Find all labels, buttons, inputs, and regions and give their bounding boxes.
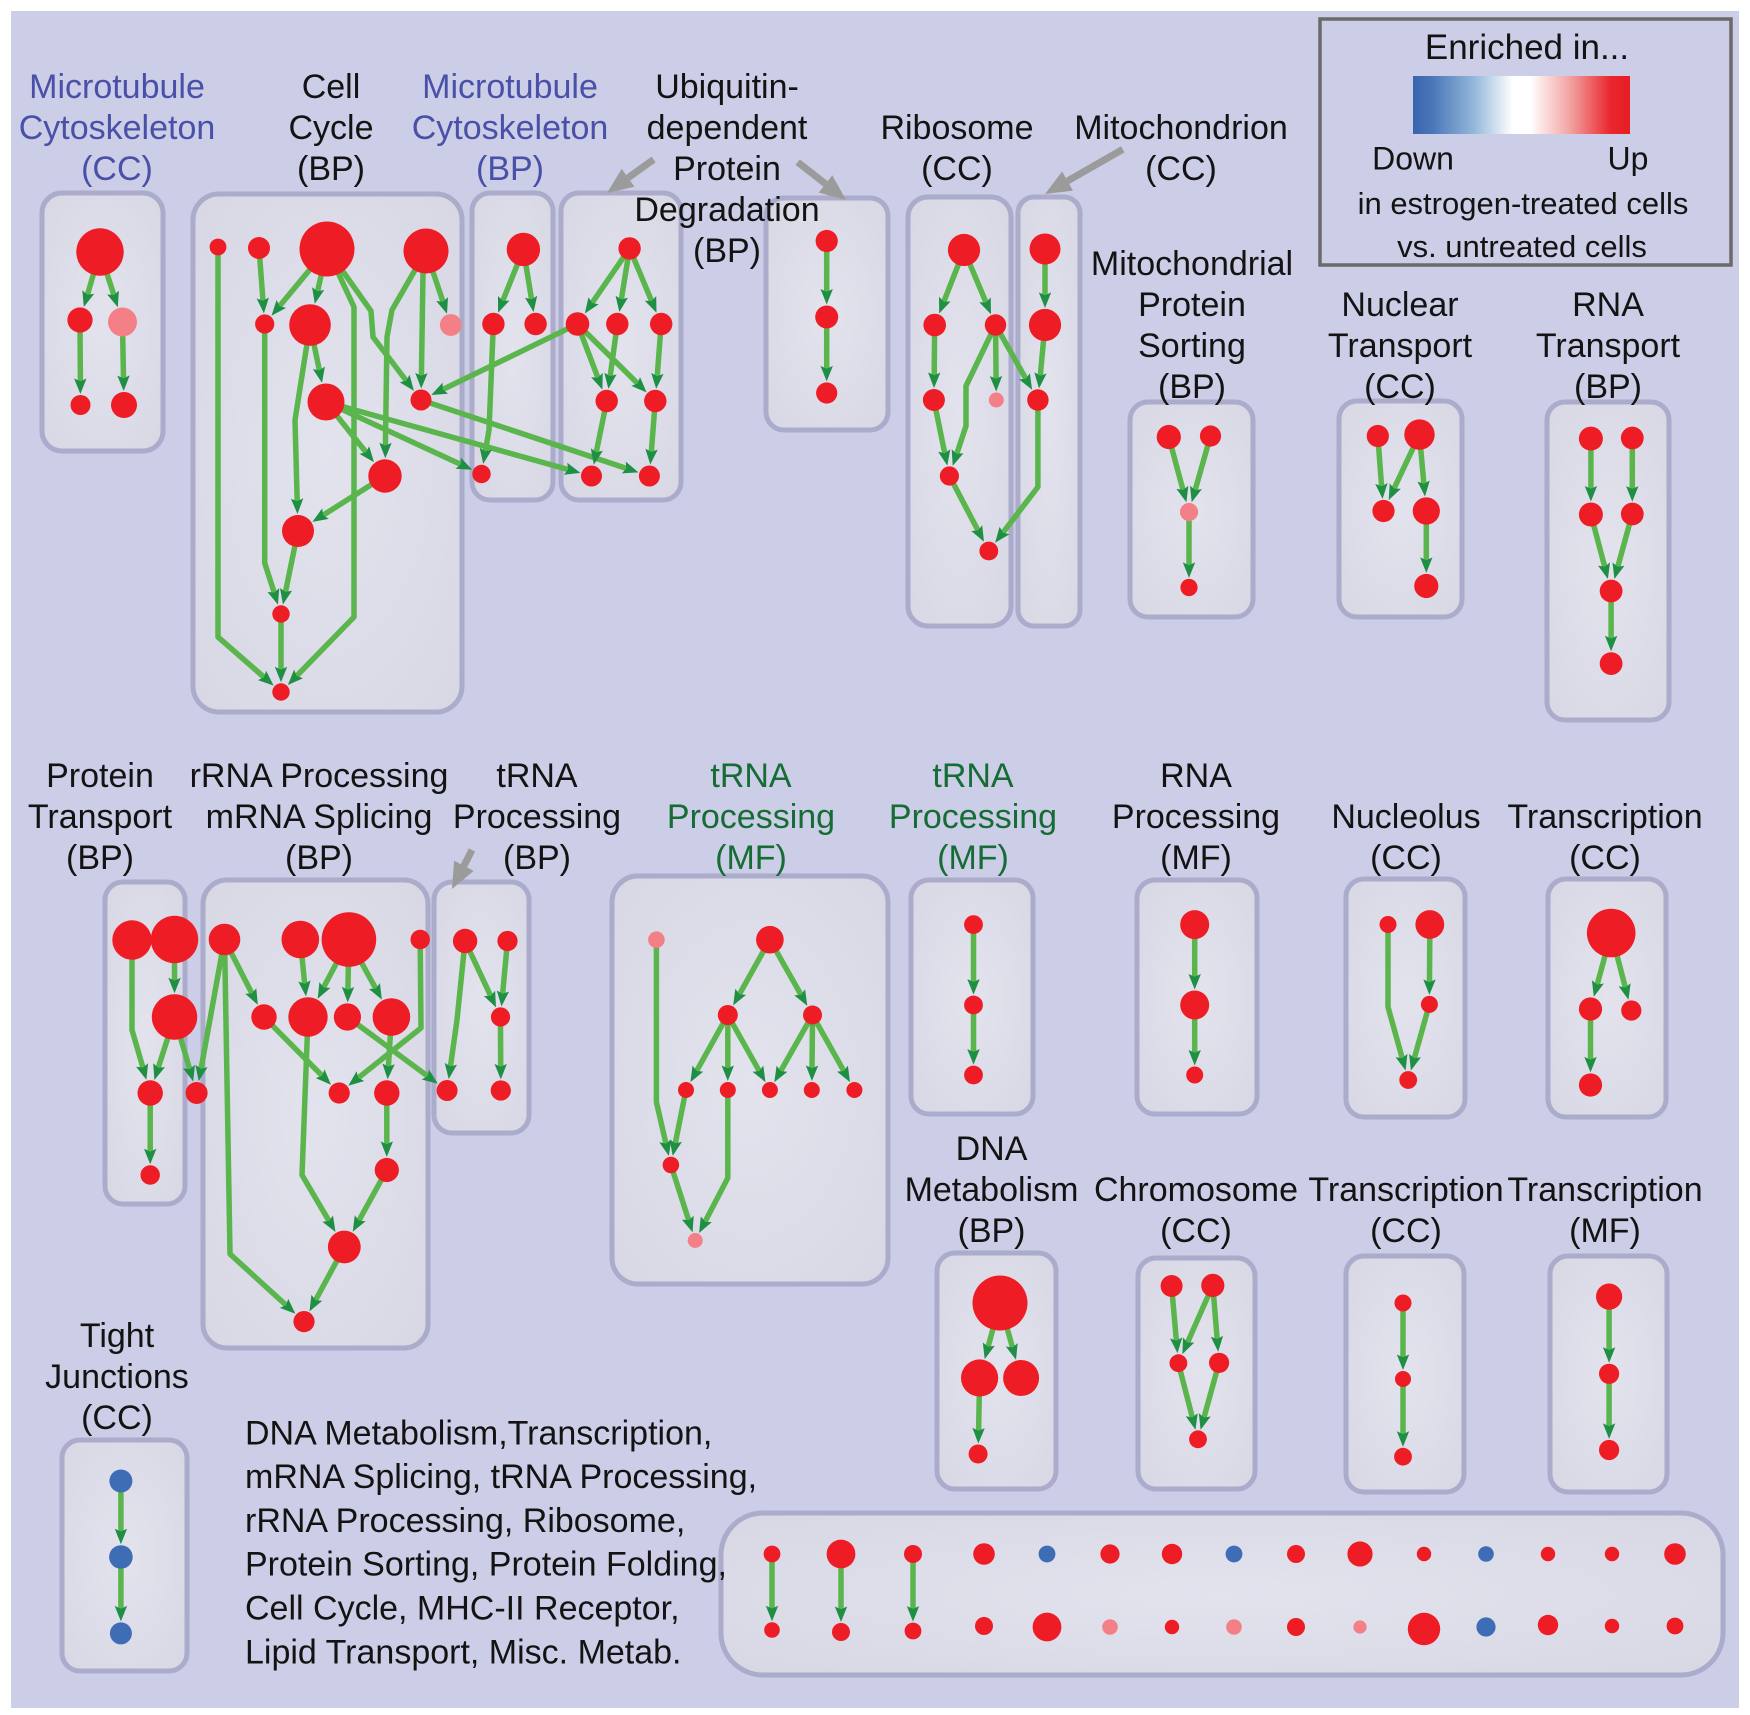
svg-text:Protein Sorting, Protein Foldi: Protein Sorting, Protein Folding,	[245, 1546, 727, 1584]
svg-text:Down: Down	[1372, 141, 1454, 177]
svg-text:(BP): (BP)	[297, 150, 365, 188]
svg-text:(BP): (BP)	[503, 839, 571, 877]
svg-text:vs. untreated cells: vs. untreated cells	[1397, 229, 1647, 264]
svg-text:rRNA Processing, Ribosome,: rRNA Processing, Ribosome,	[245, 1502, 685, 1540]
svg-text:Transport: Transport	[1536, 327, 1681, 365]
svg-text:(BP): (BP)	[476, 150, 544, 188]
svg-text:(BP): (BP)	[1574, 368, 1642, 406]
svg-text:Microtubule: Microtubule	[422, 68, 598, 106]
svg-text:Processing: Processing	[453, 798, 621, 836]
svg-text:(CC): (CC)	[1569, 839, 1641, 877]
svg-text:Mitochondrion: Mitochondrion	[1074, 109, 1288, 147]
svg-text:(BP): (BP)	[285, 839, 353, 877]
svg-text:(BP): (BP)	[693, 232, 761, 270]
svg-text:rRNA Processing: rRNA Processing	[190, 757, 449, 795]
svg-text:(CC): (CC)	[1364, 368, 1436, 406]
svg-text:Cell: Cell	[302, 68, 361, 106]
svg-text:Enriched in...: Enriched in...	[1425, 28, 1629, 67]
svg-text:tRNA: tRNA	[932, 757, 1014, 795]
svg-text:DNA: DNA	[956, 1130, 1028, 1168]
svg-text:(CC): (CC)	[1370, 839, 1442, 877]
svg-text:Tight: Tight	[80, 1317, 155, 1355]
svg-text:Ubiquitin-: Ubiquitin-	[655, 68, 799, 106]
svg-text:RNA: RNA	[1160, 757, 1232, 795]
svg-text:in estrogen-treated cells: in estrogen-treated cells	[1358, 186, 1689, 221]
svg-text:Cycle: Cycle	[288, 109, 373, 147]
svg-text:tRNA: tRNA	[710, 757, 792, 795]
svg-text:(MF): (MF)	[937, 839, 1009, 877]
svg-text:DNA Metabolism,Transcription,: DNA Metabolism,Transcription,	[245, 1414, 712, 1452]
svg-text:Ribosome: Ribosome	[880, 109, 1033, 147]
svg-text:Protein: Protein	[1138, 286, 1246, 324]
svg-text:mRNA Splicing: mRNA Splicing	[206, 798, 433, 836]
svg-text:Degradation: Degradation	[634, 191, 819, 229]
svg-text:RNA: RNA	[1572, 286, 1644, 324]
svg-text:(BP): (BP)	[958, 1212, 1026, 1250]
svg-text:(CC): (CC)	[81, 1399, 153, 1437]
svg-text:(CC): (CC)	[1160, 1212, 1232, 1250]
svg-text:tRNA: tRNA	[496, 757, 578, 795]
svg-text:Transport: Transport	[1328, 327, 1473, 365]
svg-text:Processing: Processing	[667, 798, 835, 836]
svg-text:Up: Up	[1608, 141, 1649, 177]
svg-text:Transport: Transport	[28, 798, 173, 836]
svg-text:(CC): (CC)	[921, 150, 993, 188]
svg-text:Protein: Protein	[46, 757, 154, 795]
svg-text:(MF): (MF)	[715, 839, 787, 877]
svg-text:mRNA Splicing, tRNA Processing: mRNA Splicing, tRNA Processing,	[245, 1458, 757, 1496]
svg-text:(CC): (CC)	[81, 150, 153, 188]
svg-text:Transcription: Transcription	[1507, 1171, 1702, 1209]
svg-text:Protein: Protein	[673, 150, 781, 188]
svg-text:Nucleolus: Nucleolus	[1331, 798, 1480, 836]
svg-text:(CC): (CC)	[1145, 150, 1217, 188]
svg-text:Processing: Processing	[1112, 798, 1280, 836]
svg-text:Mitochondrial: Mitochondrial	[1091, 245, 1293, 283]
svg-text:(BP): (BP)	[66, 839, 134, 877]
svg-text:Junctions: Junctions	[45, 1358, 189, 1396]
svg-text:(MF): (MF)	[1569, 1212, 1641, 1250]
svg-text:dependent: dependent	[647, 109, 808, 147]
svg-text:(BP): (BP)	[1158, 368, 1226, 406]
svg-text:Processing: Processing	[889, 798, 1057, 836]
svg-text:Microtubule: Microtubule	[29, 68, 205, 106]
svg-text:Cytoskeleton: Cytoskeleton	[19, 109, 216, 147]
svg-text:Cytoskeleton: Cytoskeleton	[412, 109, 609, 147]
svg-text:Metabolism: Metabolism	[905, 1171, 1079, 1209]
svg-text:Cell Cycle, MHC-II Receptor,: Cell Cycle, MHC-II Receptor,	[245, 1590, 680, 1628]
svg-text:Chromosome: Chromosome	[1094, 1171, 1298, 1209]
svg-text:Transcription: Transcription	[1308, 1171, 1503, 1209]
svg-text:(MF): (MF)	[1160, 839, 1232, 877]
svg-text:(CC): (CC)	[1370, 1212, 1442, 1250]
svg-text:Lipid Transport, Misc. Metab.: Lipid Transport, Misc. Metab.	[245, 1633, 682, 1671]
svg-text:Nuclear: Nuclear	[1341, 286, 1458, 324]
svg-text:Sorting: Sorting	[1138, 327, 1246, 365]
svg-text:Transcription: Transcription	[1507, 798, 1702, 836]
